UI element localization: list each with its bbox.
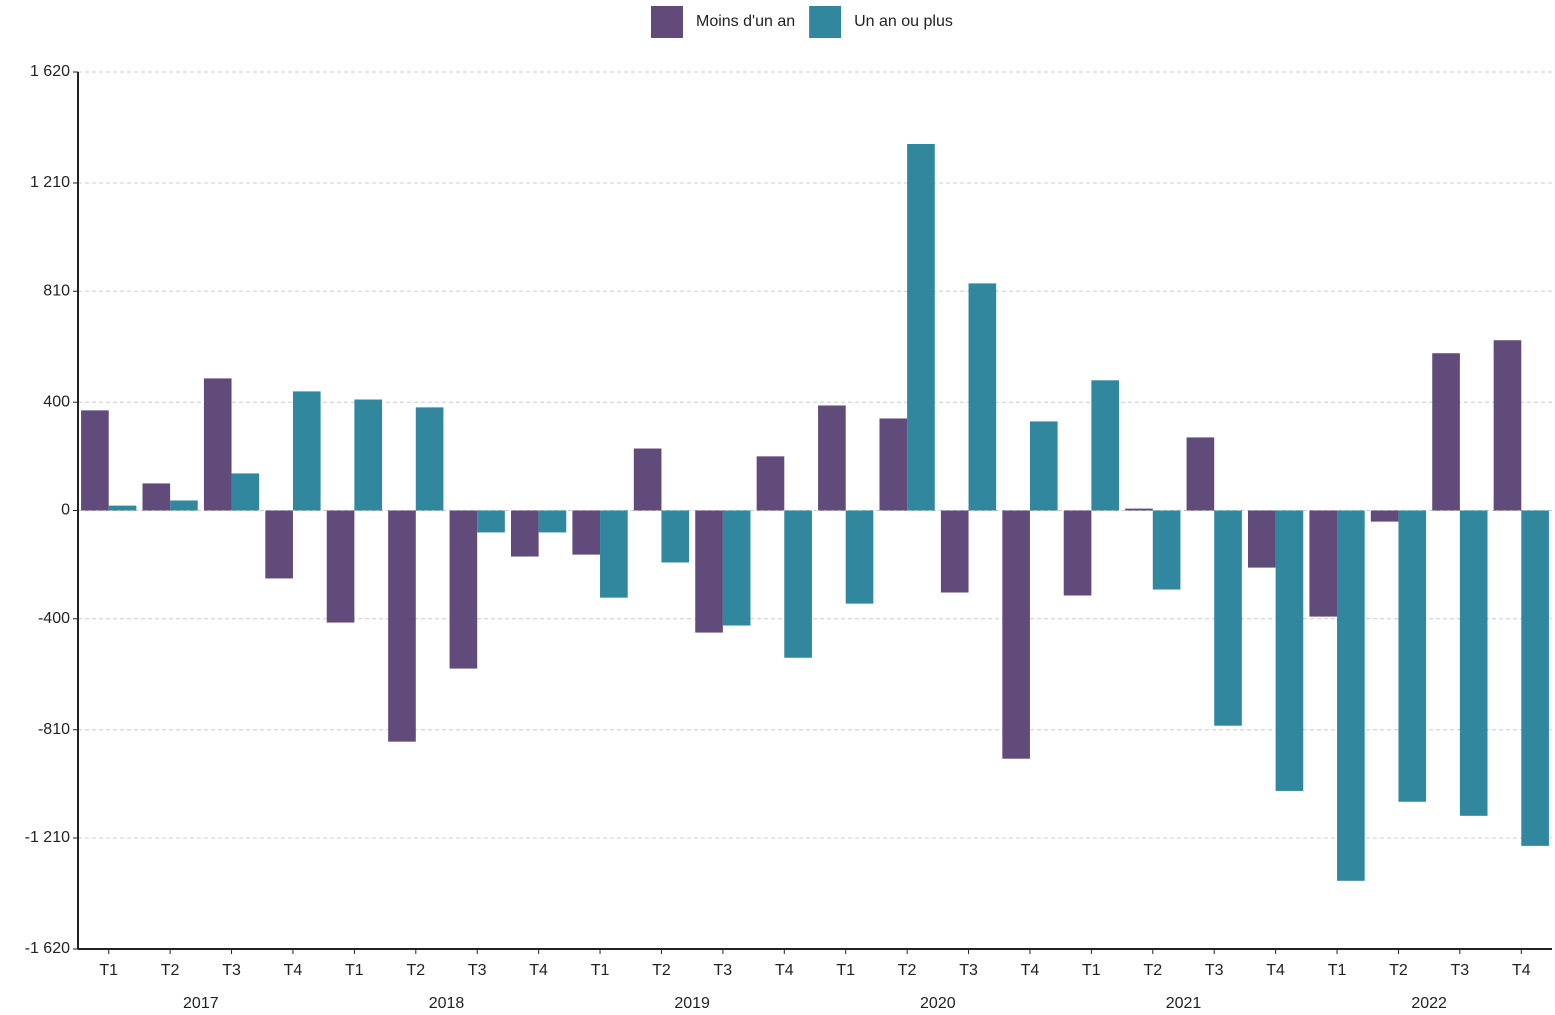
x-tick-label: T2 <box>1143 962 1162 979</box>
bar <box>1370 510 1399 522</box>
y-tick-label: -810 <box>38 721 70 738</box>
bar <box>845 510 874 604</box>
x-tick-label: T3 <box>714 962 733 979</box>
x-tick-label: T1 <box>99 962 118 979</box>
x-tick-label: T4 <box>1512 962 1531 979</box>
bar <box>968 283 997 511</box>
x-tick-label: T1 <box>591 962 610 979</box>
x-tick-label: T4 <box>775 962 794 979</box>
bar <box>292 391 321 511</box>
bar <box>1309 510 1338 617</box>
x-tick-label: T3 <box>222 962 241 979</box>
bar <box>661 510 690 563</box>
bar <box>415 407 444 511</box>
bar <box>1002 510 1030 759</box>
bar <box>784 510 812 658</box>
y-tick-label: 400 <box>43 393 70 410</box>
legend-label: Un an ou plus <box>854 13 953 30</box>
x-tick-label: T2 <box>406 962 425 979</box>
x-tick-label: T4 <box>1266 962 1285 979</box>
y-tick-label: -1 210 <box>25 829 70 846</box>
bar <box>879 418 908 511</box>
bar <box>1275 510 1304 791</box>
bar <box>326 510 355 623</box>
bar <box>1432 353 1460 511</box>
bar <box>170 500 198 511</box>
bar <box>572 510 601 555</box>
bar <box>231 473 260 511</box>
x-tick-label: T3 <box>1451 962 1470 979</box>
bar <box>818 405 846 511</box>
x-tick-label: T1 <box>1328 962 1347 979</box>
bar <box>1493 340 1522 511</box>
bar <box>756 456 785 511</box>
bar <box>354 399 383 511</box>
legend-label: Moins d'un an <box>696 13 795 30</box>
bar <box>695 510 723 633</box>
bar <box>722 510 751 626</box>
bar <box>1029 421 1058 511</box>
bar <box>203 378 232 511</box>
y-tick-label: -400 <box>38 610 70 627</box>
bar <box>1247 510 1276 568</box>
bar <box>1091 380 1120 511</box>
bar <box>510 510 539 557</box>
x-tick-label: T4 <box>529 962 548 979</box>
x-tick-label: T3 <box>959 962 978 979</box>
bar <box>108 505 137 511</box>
bar <box>1521 510 1549 846</box>
x-tick-label: T3 <box>1205 962 1224 979</box>
bar <box>907 144 935 511</box>
year-label: 2020 <box>920 995 956 1012</box>
bar <box>265 510 293 579</box>
bar <box>1459 510 1488 816</box>
x-tick-label: T1 <box>1082 962 1101 979</box>
bar <box>388 510 416 742</box>
bar <box>1063 510 1092 596</box>
year-label: 2019 <box>674 995 710 1012</box>
year-label: 2018 <box>429 995 465 1012</box>
year-label: 2021 <box>1166 995 1202 1012</box>
bar <box>1398 510 1427 802</box>
x-tick-label: T4 <box>1021 962 1040 979</box>
year-label: 2022 <box>1411 995 1447 1012</box>
legend-swatch <box>651 6 683 38</box>
bar <box>1337 510 1365 881</box>
x-tick-label: T3 <box>468 962 487 979</box>
x-tick-label: T1 <box>836 962 855 979</box>
y-tick-label: 0 <box>61 502 70 519</box>
y-tick-label: 810 <box>43 282 70 299</box>
y-tick-label: -1 620 <box>25 940 70 957</box>
legend-swatch <box>809 6 842 38</box>
year-label: 2017 <box>183 995 219 1012</box>
y-tick-label: 1 620 <box>30 63 70 80</box>
bar <box>538 510 567 533</box>
bar <box>1214 510 1242 726</box>
bar <box>940 510 969 593</box>
bar <box>1125 508 1153 511</box>
y-tick-label: 1 210 <box>30 174 70 191</box>
x-tick-label: T4 <box>284 962 303 979</box>
bar <box>81 410 109 511</box>
bar <box>1186 437 1215 511</box>
bar <box>633 448 662 511</box>
bar <box>1152 510 1181 590</box>
bar <box>477 510 505 533</box>
x-tick-label: T2 <box>652 962 671 979</box>
x-tick-label: T2 <box>898 962 917 979</box>
bar <box>142 483 171 511</box>
bar <box>449 510 478 669</box>
x-tick-label: T2 <box>1389 962 1408 979</box>
x-tick-label: T1 <box>345 962 364 979</box>
bar <box>600 510 628 598</box>
x-tick-label: T2 <box>161 962 180 979</box>
